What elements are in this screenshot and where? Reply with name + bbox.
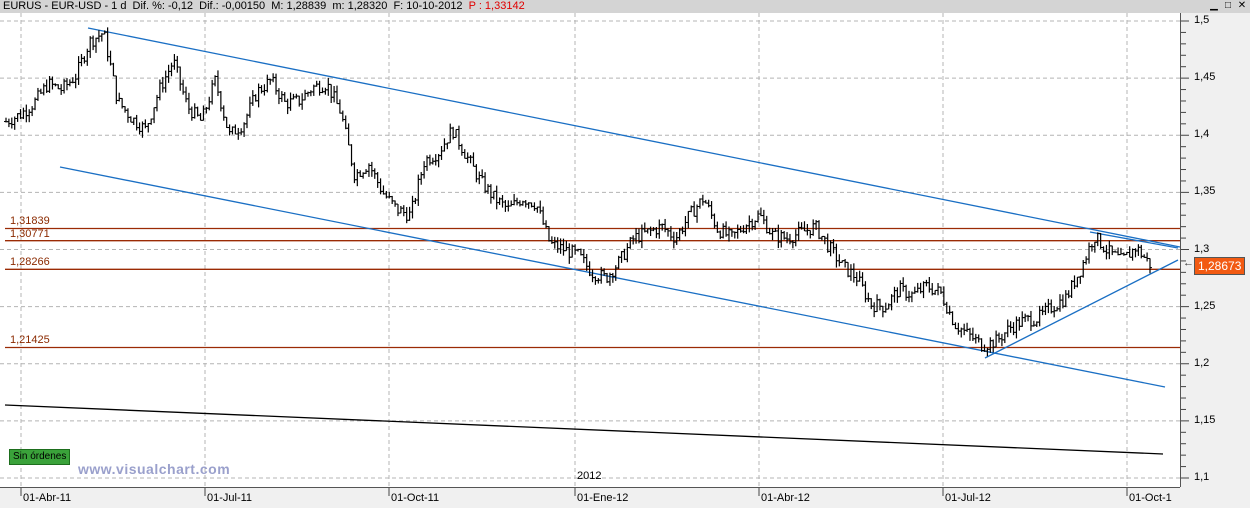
price-chart-canvas <box>0 13 1180 487</box>
time-tick-label: 01-Abr-12 <box>761 492 810 504</box>
price-tick-label: 1,3 <box>1194 242 1210 255</box>
chart-title-bar: EURUS - EUR-USD - 1 d Dif. %: -0,12 Dif.… <box>0 0 1250 13</box>
min-label: m: 1,28320 <box>332 0 388 12</box>
price-axis[interactable] <box>1180 13 1250 487</box>
price-tick-label: 1,5 <box>1194 14 1210 26</box>
close-icon[interactable]: ✕ <box>1237 0 1247 11</box>
price-tick-label: 1,4 <box>1194 128 1210 141</box>
time-tick-label: 01-Oct-11 <box>391 492 440 504</box>
price-axis-ticks <box>1181 20 1189 479</box>
time-tick-label: 01-Jul-12 <box>945 492 991 504</box>
dif-pct-label: Dif. %: -0,12 <box>132 0 194 12</box>
price-tick-label: 1,35 <box>1194 185 1216 198</box>
maximize-icon[interactable]: □ <box>1224 0 1232 11</box>
price-tick-label: 1,25 <box>1194 299 1216 312</box>
level-label: 1,21425 <box>10 334 50 347</box>
time-axis-ticks <box>20 488 1128 496</box>
price-tick-label: 1,15 <box>1194 413 1216 426</box>
time-tick-label: 01-Oct-1 <box>1129 492 1172 504</box>
minimize-icon[interactable]: ▁ <box>1210 0 1218 11</box>
level-label: 1,31839 <box>10 215 50 228</box>
price-label: P : 1,33142 <box>468 0 525 12</box>
price-tick-label: 1,2 <box>1194 356 1210 369</box>
chart-plot-area[interactable] <box>0 13 1180 487</box>
price-tick-label: 1,45 <box>1194 71 1216 84</box>
symbol-label: EURUS - EUR-USD - 1 d <box>3 0 127 12</box>
price-tick-label: 1,1 <box>1194 471 1210 483</box>
level-label: 1,28266 <box>10 256 50 269</box>
time-tick-label: 01-Abr-11 <box>23 492 72 504</box>
watermark-logo: www.visualchart.com <box>78 461 231 477</box>
max-label: M: 1,28839 <box>271 0 327 12</box>
last-price-badge: 1,28673 <box>1194 257 1246 275</box>
date-label: F: 10-10-2012 <box>393 0 463 12</box>
time-tick-label: 01-Jul-11 <box>207 492 253 504</box>
orders-status-badge[interactable]: Sin órdenes <box>9 449 71 465</box>
time-tick-label: 01-Ene-12 <box>577 492 629 504</box>
dif-label: Dif.: -0,00150 <box>199 0 266 12</box>
time-axis[interactable] <box>0 487 1180 508</box>
level-label: 1,30771 <box>10 227 50 240</box>
window-controls: ▁ □ ✕ <box>1208 0 1248 13</box>
last-price-arrow-icon: ← <box>1183 257 1194 269</box>
year-marker: 2012 <box>577 470 602 482</box>
